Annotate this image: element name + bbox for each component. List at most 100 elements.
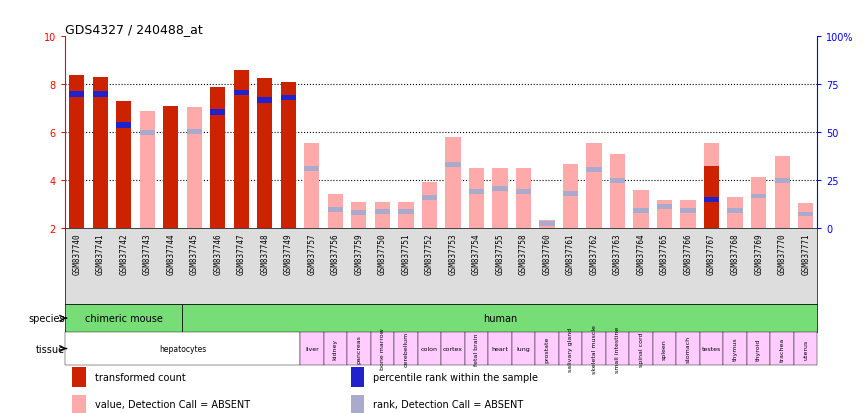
Bar <box>488 332 512 365</box>
Bar <box>512 332 535 365</box>
Text: GSM837766: GSM837766 <box>683 233 693 274</box>
Bar <box>633 209 649 213</box>
Bar <box>469 189 484 194</box>
Text: trachea: trachea <box>779 337 785 361</box>
Bar <box>139 112 155 229</box>
Bar <box>653 332 676 365</box>
Bar <box>187 129 202 134</box>
Bar <box>69 76 84 229</box>
Text: skeletal muscle: skeletal muscle <box>592 324 597 373</box>
Bar <box>704 166 719 229</box>
Bar <box>727 209 743 213</box>
Text: GSM837753: GSM837753 <box>448 233 458 274</box>
Text: GSM837743: GSM837743 <box>143 233 151 274</box>
Bar <box>535 332 559 365</box>
Bar <box>798 212 813 217</box>
Text: GSM837744: GSM837744 <box>166 233 176 274</box>
Text: stomach: stomach <box>686 335 690 362</box>
Bar <box>681 200 695 229</box>
Bar <box>93 78 108 229</box>
Text: rank, Detection Call = ABSENT: rank, Detection Call = ABSENT <box>374 399 523 409</box>
Bar <box>492 169 508 229</box>
Text: GSM837763: GSM837763 <box>613 233 622 274</box>
Bar <box>300 332 324 365</box>
Bar <box>65 332 300 365</box>
Bar <box>630 332 653 365</box>
Bar <box>465 332 488 365</box>
Text: hepatocytes: hepatocytes <box>159 344 206 353</box>
Text: GDS4327 / 240488_at: GDS4327 / 240488_at <box>65 23 202 36</box>
Text: GSM837749: GSM837749 <box>284 233 292 274</box>
Bar <box>751 194 766 199</box>
Bar <box>398 202 413 229</box>
Bar <box>794 332 817 365</box>
Text: GSM837758: GSM837758 <box>519 233 528 274</box>
Bar <box>375 202 390 229</box>
Bar <box>351 395 364 413</box>
Bar <box>347 332 370 365</box>
Bar <box>324 332 347 365</box>
Bar <box>774 178 790 183</box>
Bar <box>65 304 183 332</box>
Text: tissue: tissue <box>35 344 65 354</box>
Bar <box>370 332 394 365</box>
Bar <box>540 222 554 226</box>
Text: pancreas: pancreas <box>356 334 362 363</box>
Bar <box>586 144 602 229</box>
Text: GSM837754: GSM837754 <box>472 233 481 274</box>
Bar <box>304 166 319 171</box>
Bar <box>398 210 413 214</box>
Bar <box>559 332 582 365</box>
Bar <box>73 395 86 413</box>
Text: GSM837746: GSM837746 <box>214 233 222 274</box>
Text: GSM837740: GSM837740 <box>72 233 81 274</box>
Bar <box>328 194 343 229</box>
Bar <box>563 192 578 197</box>
Text: GSM837769: GSM837769 <box>754 233 763 274</box>
Bar <box>422 182 437 229</box>
Bar <box>351 211 367 216</box>
Text: small intestine: small intestine <box>615 325 620 372</box>
Bar <box>418 332 441 365</box>
Text: GSM837748: GSM837748 <box>260 233 269 274</box>
Bar <box>540 221 554 229</box>
Text: salivary gland: salivary gland <box>568 327 573 371</box>
Text: prostate: prostate <box>544 335 549 362</box>
Text: human: human <box>483 313 517 323</box>
Text: GSM837764: GSM837764 <box>637 233 645 274</box>
Bar <box>723 332 746 365</box>
Bar <box>116 123 131 128</box>
Bar <box>234 71 249 229</box>
Bar <box>351 368 364 387</box>
Bar <box>183 304 817 332</box>
Bar <box>704 197 719 203</box>
Text: GSM837770: GSM837770 <box>778 233 786 274</box>
Bar <box>280 83 296 229</box>
Bar <box>586 168 602 173</box>
Bar <box>610 154 625 229</box>
Bar <box>633 190 649 229</box>
Bar <box>257 79 272 229</box>
Bar <box>375 210 390 214</box>
Text: transformed count: transformed count <box>95 372 186 382</box>
Bar <box>751 177 766 229</box>
Bar <box>563 164 578 229</box>
Text: GSM837750: GSM837750 <box>378 233 387 274</box>
Bar <box>676 332 700 365</box>
Bar <box>606 332 630 365</box>
Text: species: species <box>29 313 65 323</box>
Bar <box>394 332 418 365</box>
Text: testes: testes <box>702 346 721 351</box>
Text: value, Detection Call = ABSENT: value, Detection Call = ABSENT <box>95 399 250 409</box>
Text: GSM837756: GSM837756 <box>330 233 340 274</box>
Text: GSM837768: GSM837768 <box>731 233 740 274</box>
Text: GSM837745: GSM837745 <box>189 233 199 274</box>
Bar <box>469 169 484 229</box>
Bar <box>328 207 343 212</box>
Bar <box>234 91 249 96</box>
Bar <box>441 332 465 365</box>
Bar <box>163 107 178 229</box>
Text: spinal cord: spinal cord <box>638 332 644 366</box>
Bar <box>746 332 771 365</box>
Bar <box>704 144 719 229</box>
